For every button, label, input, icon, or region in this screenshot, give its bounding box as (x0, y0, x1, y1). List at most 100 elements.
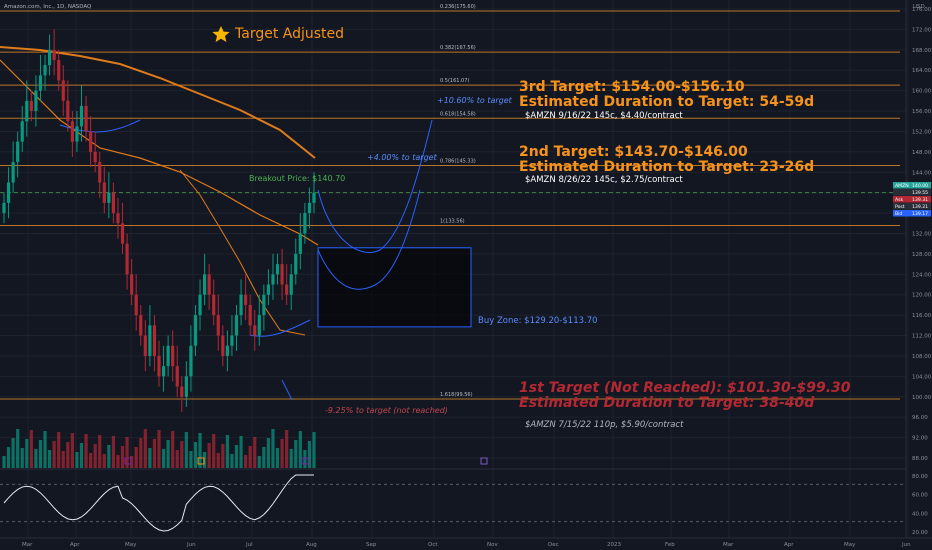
candle-body (116, 213, 120, 224)
candle-body (102, 182, 106, 203)
volume-bar (6, 447, 11, 468)
star-icon (212, 26, 230, 42)
candle-body (298, 233, 302, 254)
projection-zone (317, 189, 421, 290)
target-1-title: 1st Target (Not Reached): $101.30-$99.30 (519, 380, 851, 396)
candle-body (75, 126, 79, 142)
volume-bar (139, 438, 143, 468)
usd-label: USD (913, 4, 925, 10)
volume-bar (107, 445, 111, 468)
candle-body (52, 49, 56, 61)
candle-body (253, 325, 257, 336)
rsi-panel: 80.00 60.00 40.00 20.00 (0, 468, 928, 536)
sma-short (179, 169, 306, 336)
fib-label: 1(133.56) (440, 219, 465, 225)
sma-blue-2 (249, 319, 311, 337)
candle-body (20, 121, 24, 142)
candle-body (230, 335, 234, 346)
rsi-tick: 80.00 (912, 474, 928, 480)
zones (317, 247, 472, 328)
target-3-duration: Estimated Duration to Target: 54-59d (519, 94, 814, 110)
volume-bar (57, 432, 61, 468)
candle-body (239, 294, 243, 316)
volume-bar (230, 454, 234, 468)
time-tick: Jun (186, 542, 196, 548)
event-marker (197, 457, 205, 465)
candle-body (25, 100, 29, 122)
candle-body (307, 202, 312, 214)
volume-bar (75, 452, 79, 468)
candle-body (294, 253, 298, 275)
rsi-line (3, 474, 314, 532)
rsi-tick: 20.00 (912, 530, 928, 536)
target-2-duration: Estimated Duration to Target: 23-26d (519, 159, 814, 175)
candle-body (166, 345, 170, 367)
time-tick: Jul (245, 542, 253, 548)
volume-bar (202, 452, 207, 468)
price-tick: 148.00 (912, 150, 932, 156)
volume-bar (193, 442, 198, 468)
annotations: Amazon.com, Inc., 1D, NASDAQ Target Adjus… (4, 4, 851, 430)
candle-body (171, 345, 175, 367)
price-tick: 104.00 (912, 374, 932, 380)
candle-body (43, 65, 47, 76)
candles (2, 29, 316, 413)
volume-bar (280, 439, 284, 468)
symbol-title: Amazon.com, Inc., 1D, NASDAQ (4, 4, 92, 10)
volume-bar (257, 456, 261, 468)
candle-body (70, 121, 74, 142)
time-tick: Apr (784, 542, 794, 548)
banner-title: Target Adjusted (234, 26, 344, 42)
time-tick: May (844, 542, 856, 548)
candle-body (271, 274, 275, 285)
volume-bar (271, 429, 275, 468)
price-tick: 108.00 (912, 354, 932, 360)
candle-body (189, 345, 193, 377)
volume-bar (29, 430, 33, 468)
price-badge-label: Bid (895, 211, 902, 217)
volume-bar (171, 431, 175, 468)
volume-bar (25, 439, 29, 468)
candle-body (120, 223, 125, 244)
projection-up (317, 119, 433, 253)
time-tick: Dec (548, 542, 559, 548)
time-tick: May (125, 542, 137, 548)
volume-bar (47, 450, 52, 468)
candle-body (139, 315, 143, 336)
volume-bars (2, 429, 316, 468)
candle-body (11, 162, 15, 183)
volume-bar (38, 440, 43, 468)
candle-body (61, 80, 65, 101)
candle-body (84, 105, 88, 132)
candle-body (303, 213, 307, 234)
candle-body (184, 376, 188, 397)
candle-body (161, 366, 166, 377)
candle-body (152, 325, 157, 356)
price-tick: 112.00 (912, 334, 932, 340)
pct-10-label: +10.60% to target (437, 96, 513, 105)
target-3-option: $AMZN 9/16/22 145c, $4.40/contract (525, 111, 683, 121)
volume-bar (166, 440, 170, 468)
fib-label: 0.382(167.56) (440, 45, 476, 51)
candle-body (38, 75, 43, 91)
price-tick: 88.00 (912, 456, 928, 462)
volume-bar (207, 443, 211, 468)
rsi-tick: 40.00 (912, 511, 928, 517)
projection-down (281, 379, 293, 401)
volume-bar (66, 442, 70, 468)
event-marker (480, 457, 488, 465)
volume-bar (157, 430, 161, 468)
price-tick: 116.00 (912, 313, 932, 319)
volume-bar (116, 455, 120, 468)
candle-body (79, 105, 84, 127)
price-tick: 120.00 (912, 293, 932, 299)
price-badge-label: AMZN (895, 183, 909, 189)
price-tick: 160.00 (912, 89, 932, 95)
time-tick: Nov (487, 542, 498, 548)
candle-body (175, 366, 179, 387)
candle-body (289, 274, 293, 295)
target-2-title: 2nd Target: $143.70-$146.00 (519, 144, 748, 160)
volume-bar (253, 437, 257, 468)
